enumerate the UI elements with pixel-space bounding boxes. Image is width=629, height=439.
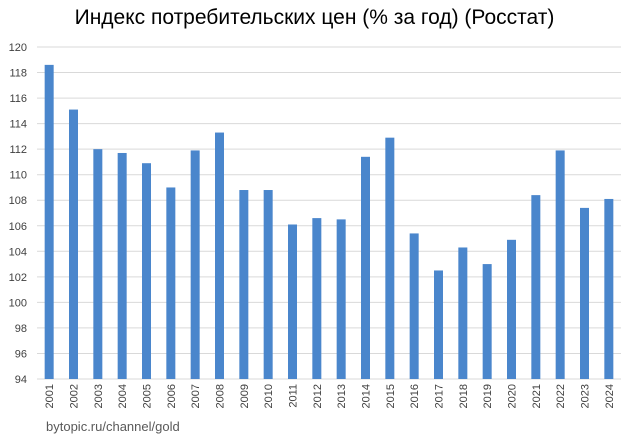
y-tick-label: 94: [15, 374, 27, 386]
bar-2002: [69, 109, 78, 380]
bar-2005: [142, 163, 151, 379]
x-tick-label: 2023: [580, 384, 592, 408]
x-tick-label: 2005: [142, 384, 154, 408]
x-tick-label: 2021: [531, 384, 543, 408]
x-tick-label: 2019: [482, 384, 494, 408]
y-tick-label: 106: [9, 221, 27, 233]
source-watermark: bytopic.ru/channel/gold: [46, 419, 180, 434]
x-tick-label: 2001: [44, 384, 56, 408]
bars: [44, 64, 614, 380]
y-tick-label: 108: [9, 195, 27, 207]
x-tick-label: 2002: [69, 384, 81, 408]
bar-2015: [385, 137, 395, 379]
x-tick-label: 2007: [190, 384, 202, 408]
y-tick-label: 100: [9, 297, 27, 309]
bar-2010: [263, 190, 273, 379]
y-tick-label: 110: [9, 170, 27, 182]
grid-lines: [37, 46, 621, 380]
y-tick-label: 104: [9, 246, 27, 258]
bar-2013: [336, 219, 346, 379]
x-tick-label: 2016: [409, 384, 421, 408]
x-tick-label: 2009: [239, 384, 251, 408]
x-tick-label: 2014: [361, 384, 373, 408]
y-tick-label: 102: [9, 272, 27, 284]
x-tick-label: 2020: [507, 384, 519, 408]
x-tick-label: 2006: [166, 384, 178, 408]
bar-2024: [604, 198, 614, 379]
bar-2019: [482, 264, 492, 379]
y-tick-label: 98: [15, 323, 27, 335]
bar-2006: [166, 187, 176, 379]
x-tick-label: 2013: [336, 384, 348, 408]
bar-2008: [215, 132, 224, 379]
y-tick-label: 112: [9, 144, 27, 156]
chart-title: Индекс потребительских цен (% за год) (Р…: [74, 6, 555, 29]
x-tick-label: 2004: [117, 384, 129, 408]
x-tick-label: 2017: [434, 384, 446, 408]
bar-2007: [190, 150, 200, 379]
x-axis-ticks: 2001 2002 2003 2004 2005 2006 2007 2008 2009 2010…: [44, 384, 616, 408]
x-tick-label: 2024: [604, 384, 616, 408]
x-tick-label: 2018: [458, 384, 470, 408]
bar-2009: [239, 190, 249, 379]
bar-2004: [117, 152, 127, 379]
bar-2014: [361, 156, 370, 379]
bar-2003: [93, 149, 103, 379]
y-axis-ticks: 94 96 98 100 102 104 106 108 110 112 114 116 118 120: [9, 42, 27, 386]
x-tick-label: 2022: [555, 384, 567, 408]
bar-2016: [409, 233, 419, 379]
x-tick-label: 2008: [215, 384, 227, 408]
x-tick-label: 2010: [263, 384, 275, 408]
bar-2018: [458, 247, 468, 379]
y-tick-label: 118: [9, 68, 27, 80]
bar-2017: [434, 270, 443, 379]
bar-2023: [580, 207, 589, 379]
bar-2020: [507, 239, 516, 379]
bar-2012: [312, 218, 322, 379]
x-tick-label: 2011: [288, 384, 300, 408]
bar-2022: [555, 150, 565, 379]
y-tick-label: 96: [15, 348, 27, 360]
bar-2021: [531, 195, 541, 379]
y-tick-label: 114: [9, 119, 27, 131]
x-tick-label: 2003: [93, 384, 105, 408]
y-tick-label: 120: [9, 42, 27, 54]
bar-2001: [44, 64, 54, 379]
bar-2011: [288, 224, 297, 379]
x-tick-label: 2015: [385, 384, 397, 408]
x-tick-label: 2012: [312, 384, 324, 408]
y-tick-label: 116: [9, 93, 27, 105]
